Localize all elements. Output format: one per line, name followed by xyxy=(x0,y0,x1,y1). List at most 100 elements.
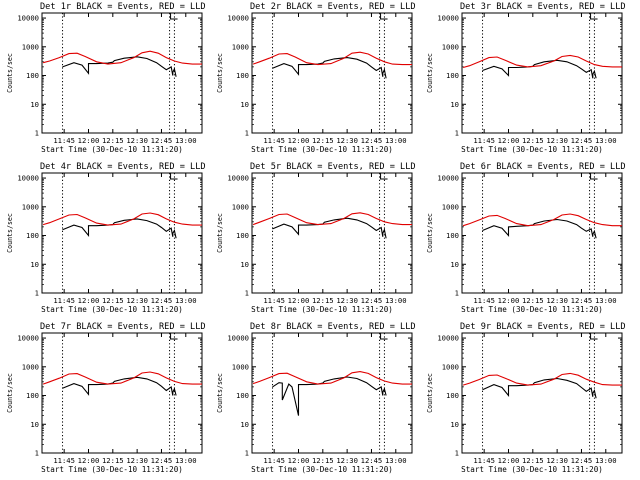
x-tick-label: 12:30 xyxy=(546,296,568,305)
x-tick-label: 12:45 xyxy=(361,456,383,465)
events-series-line xyxy=(482,59,597,79)
x-tick-label: 13:00 xyxy=(385,296,407,305)
x-axis-label: Start Time (30-Dec-10 11:31:20) xyxy=(41,145,183,154)
lld-series-line xyxy=(252,212,412,226)
chart-panel: Det 2r BLACK = Events, RED = LLD 1 10 100 10… xyxy=(216,2,416,154)
y-tick-label: 10 xyxy=(450,100,459,109)
y-axis-label: Counts/sec xyxy=(216,373,224,413)
chart-panel: Det 8r BLACK = Events, RED = LLD 1 10 100 10… xyxy=(216,322,416,474)
chart-panel: Det 3r BLACK = Events, RED = LLD 1 10 100 10… xyxy=(426,2,626,154)
y-tick-label: 100 xyxy=(236,231,249,240)
x-tick-label: 12:15 xyxy=(102,136,124,145)
y-tick-label: 10 xyxy=(30,420,39,429)
x-tick-label: 12:00 xyxy=(288,136,310,145)
y-tick-label: 10000 xyxy=(437,174,459,183)
x-tick-label: 12:15 xyxy=(522,136,544,145)
interval-bracket xyxy=(380,333,388,340)
x-axis-label: Start Time (30-Dec-10 11:31:20) xyxy=(251,145,393,154)
plot-frame xyxy=(41,332,203,454)
x-tick-label: 12:00 xyxy=(498,296,520,305)
x-tick-label: 12:00 xyxy=(78,136,100,145)
x-tick-label: 12:15 xyxy=(522,296,544,305)
x-axis-label: Start Time (30-Dec-10 11:31:20) xyxy=(251,465,393,474)
y-tick-label: 100 xyxy=(236,71,249,80)
x-tick-label: 12:45 xyxy=(571,136,593,145)
x-axis-label: Start Time (30-Dec-10 11:31:20) xyxy=(461,305,603,314)
x-tick-label: 13:00 xyxy=(175,296,197,305)
lld-series-line xyxy=(462,372,622,386)
interval-bracket xyxy=(380,13,388,20)
x-tick-label: 13:00 xyxy=(175,456,197,465)
x-tick-label: 11:45 xyxy=(263,296,285,305)
x-axis-label: Start Time (30-Dec-10 11:31:20) xyxy=(251,305,393,314)
events-series-line xyxy=(272,57,387,79)
x-tick-label: 11:45 xyxy=(53,456,75,465)
chart-panel: Det 1r BLACK = Events, RED = LLD 1 10 100 10… xyxy=(6,2,206,154)
interval-bracket xyxy=(590,173,598,180)
chart-title: Det 6r BLACK = Events, RED = LLD xyxy=(460,162,626,172)
lld-series-line xyxy=(462,213,622,227)
x-tick-label: 12:00 xyxy=(498,136,520,145)
x-tick-label: 11:45 xyxy=(263,136,285,145)
x-tick-label: 12:45 xyxy=(361,136,383,145)
x-tick-label: 12:00 xyxy=(78,296,100,305)
y-tick-label: 10000 xyxy=(227,14,249,23)
x-tick-label: 12:45 xyxy=(361,296,383,305)
x-tick-label: 13:00 xyxy=(595,456,617,465)
y-tick-label: 10 xyxy=(240,100,249,109)
y-tick-label: 100 xyxy=(446,231,459,240)
plot-frame xyxy=(251,332,413,454)
y-tick-label: 1000 xyxy=(22,42,39,51)
x-axis-label: Start Time (30-Dec-10 11:31:20) xyxy=(461,465,603,474)
x-tick-label: 12:45 xyxy=(151,456,173,465)
x-tick-label: 13:00 xyxy=(385,456,407,465)
x-tick-label: 12:45 xyxy=(151,296,173,305)
y-tick-label: 1 xyxy=(455,449,459,458)
plot-frame xyxy=(251,172,413,294)
y-tick-label: 1000 xyxy=(442,362,459,371)
plot-frame xyxy=(461,172,623,294)
y-tick-label: 10000 xyxy=(437,14,459,23)
x-tick-label: 13:00 xyxy=(175,136,197,145)
x-axis-label: Start Time (30-Dec-10 11:31:20) xyxy=(461,145,603,154)
interval-bracket xyxy=(170,173,178,180)
y-axis-label: Counts/sec xyxy=(426,373,434,413)
y-tick-label: 100 xyxy=(446,71,459,80)
x-tick-label: 11:45 xyxy=(473,296,495,305)
y-axis-label: Counts/sec xyxy=(216,213,224,253)
interval-bracket xyxy=(170,333,178,340)
y-tick-label: 1 xyxy=(35,449,39,458)
lld-series-line xyxy=(42,50,202,65)
events-series-line xyxy=(62,56,177,77)
y-tick-label: 100 xyxy=(446,391,459,400)
y-tick-label: 10 xyxy=(30,260,39,269)
x-tick-label: 12:30 xyxy=(126,136,148,145)
x-tick-label: 12:00 xyxy=(288,296,310,305)
x-tick-label: 11:45 xyxy=(263,456,285,465)
y-tick-label: 10000 xyxy=(17,334,39,343)
events-series-line xyxy=(272,217,387,239)
events-series-line xyxy=(272,376,387,416)
chart-title: Det 8r BLACK = Events, RED = LLD xyxy=(250,322,416,332)
x-tick-label: 12:15 xyxy=(312,296,334,305)
x-axis-label: Start Time (30-Dec-10 11:31:20) xyxy=(41,305,183,314)
x-tick-label: 12:45 xyxy=(571,296,593,305)
plot-frame xyxy=(41,172,203,294)
x-tick-label: 12:30 xyxy=(126,296,148,305)
y-tick-label: 1 xyxy=(455,129,459,138)
y-tick-label: 1000 xyxy=(232,42,249,51)
y-tick-label: 1 xyxy=(35,129,39,138)
chart-title: Det 2r BLACK = Events, RED = LLD xyxy=(250,2,416,12)
lld-series-line xyxy=(462,54,622,69)
x-tick-label: 12:30 xyxy=(336,456,358,465)
x-tick-label: 12:30 xyxy=(126,456,148,465)
y-tick-label: 1 xyxy=(455,289,459,298)
y-axis-label: Counts/sec xyxy=(6,53,14,93)
y-tick-label: 1 xyxy=(245,129,249,138)
y-axis-label: Counts/sec xyxy=(426,213,434,253)
interval-bracket xyxy=(590,333,598,340)
x-tick-label: 12:30 xyxy=(336,296,358,305)
y-tick-label: 1000 xyxy=(442,202,459,211)
x-tick-label: 12:30 xyxy=(336,136,358,145)
